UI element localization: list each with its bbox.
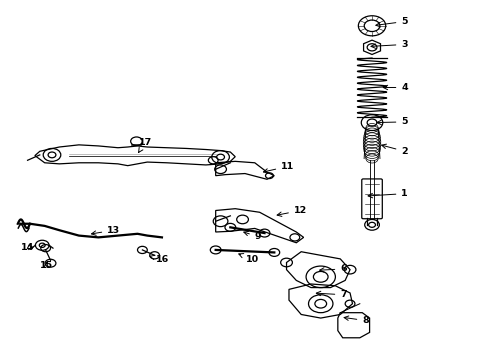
Text: 10: 10 — [239, 253, 259, 264]
Text: 5: 5 — [377, 117, 408, 126]
Text: 5: 5 — [376, 17, 408, 27]
Text: 2: 2 — [382, 144, 408, 156]
Text: 7: 7 — [316, 290, 347, 299]
Text: 11: 11 — [264, 162, 294, 173]
Text: 9: 9 — [244, 231, 261, 241]
Text: 6: 6 — [319, 265, 347, 274]
Text: 3: 3 — [371, 40, 408, 49]
Text: 12: 12 — [277, 206, 307, 216]
Text: 17: 17 — [139, 138, 152, 152]
Text: 1: 1 — [368, 189, 408, 198]
Text: 4: 4 — [383, 83, 408, 92]
Text: 15: 15 — [40, 261, 53, 270]
Text: 13: 13 — [92, 226, 121, 235]
Text: 14: 14 — [21, 243, 34, 252]
Text: 16: 16 — [150, 255, 170, 264]
Text: 8: 8 — [344, 316, 369, 325]
